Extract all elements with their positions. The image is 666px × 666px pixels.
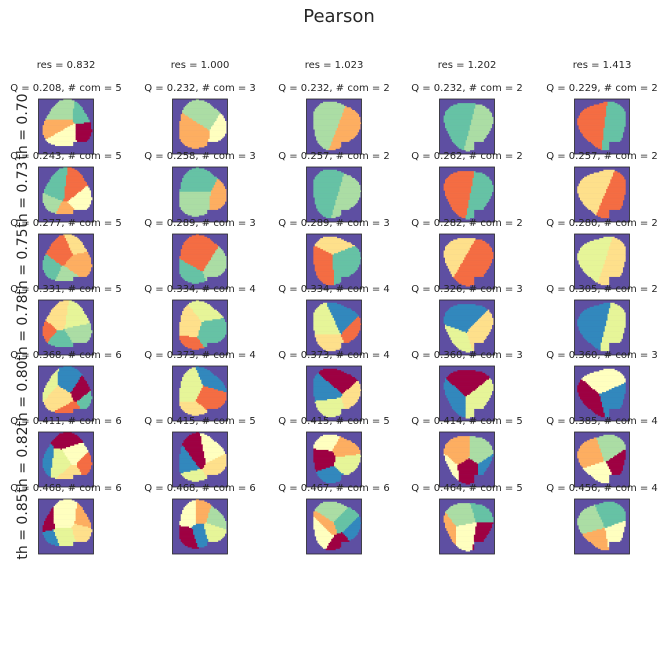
community-map: [38, 365, 94, 422]
panel-q-label: Q = 0.305, # com = 2: [546, 284, 658, 295]
panel-q-label: Q = 0.257, # com = 2: [278, 151, 390, 162]
community-map: [172, 498, 228, 555]
community-map: [172, 365, 228, 422]
community-map: [38, 98, 94, 155]
community-map: [439, 498, 495, 555]
panel-q-label: Q = 0.334, # com = 4: [144, 284, 256, 295]
community-map: [574, 365, 630, 422]
community-map: [38, 498, 94, 555]
community-map: [574, 233, 630, 290]
community-map: [172, 98, 228, 155]
panel-q-label: Q = 0.360, # com = 3: [546, 350, 658, 361]
community-map: [172, 299, 228, 356]
panel-q-label: Q = 0.468, # com = 6: [10, 483, 122, 494]
community-map: [574, 98, 630, 155]
panel-q-label: Q = 0.468, # com = 6: [144, 483, 256, 494]
community-map: [439, 299, 495, 356]
th-label: th = 0.75: [15, 228, 31, 294]
panel-q-label: Q = 0.368, # com = 6: [10, 350, 122, 361]
community-map: [38, 233, 94, 290]
th-label: th = 0.82: [15, 426, 31, 492]
panel-q-label: Q = 0.456, # com = 4: [546, 483, 658, 494]
panel-q-label: Q = 0.243, # com = 5: [10, 151, 122, 162]
panel-q-label: Q = 0.282, # com = 2: [411, 218, 523, 229]
community-map: [172, 233, 228, 290]
panel-q-label: Q = 0.373, # com = 4: [278, 350, 390, 361]
panel-q-label: Q = 0.277, # com = 5: [10, 218, 122, 229]
panel-q-label: Q = 0.258, # com = 3: [144, 151, 256, 162]
community-map: [38, 166, 94, 223]
res-label: res = 1.000: [171, 60, 230, 71]
th-label: th = 0.85: [15, 493, 31, 559]
res-label: res = 0.832: [37, 60, 96, 71]
panels-grid: Q = 0.208, # com = 5 Q = 0.232, # com = 3…: [10, 83, 658, 555]
panel-q-label: Q = 0.373, # com = 4: [144, 350, 256, 361]
panel-q-label: Q = 0.232, # com = 2: [278, 83, 390, 94]
community-map: [306, 233, 362, 290]
community-map: [306, 498, 362, 555]
panel-q-label: Q = 0.208, # com = 5: [10, 83, 122, 94]
community-map: [439, 98, 495, 155]
res-label: res = 1.202: [438, 60, 497, 71]
column-labels: res = 0.832 res = 1.000 res = 1.023 res = 1…: [37, 60, 632, 71]
th-label: th = 0.80: [15, 360, 31, 426]
panel-q-label: Q = 0.326, # com = 3: [411, 284, 523, 295]
panel-q-label: Q = 0.415, # com = 5: [278, 416, 390, 427]
th-label: th = 0.70: [15, 93, 31, 159]
panel-q-label: Q = 0.289, # com = 3: [144, 218, 256, 229]
panel-q-label: Q = 0.415, # com = 5: [144, 416, 256, 427]
community-map: [306, 98, 362, 155]
panel-q-label: Q = 0.411, # com = 6: [10, 416, 122, 427]
community-map: [172, 431, 228, 488]
panel-q-label: Q = 0.289, # com = 3: [278, 218, 390, 229]
th-label: th = 0.73: [15, 161, 31, 227]
panel-q-label: Q = 0.467, # com = 6: [278, 483, 390, 494]
panel-q-label: Q = 0.414, # com = 5: [411, 416, 523, 427]
community-map: [439, 431, 495, 488]
community-map: [306, 431, 362, 488]
community-map: [306, 299, 362, 356]
figure-title: Pearson: [303, 6, 375, 27]
community-map: [574, 299, 630, 356]
community-map: [38, 299, 94, 356]
community-map: [574, 431, 630, 488]
panel-q-label: Q = 0.229, # com = 2: [546, 83, 658, 94]
panel-q-label: Q = 0.464, # com = 5: [411, 483, 523, 494]
panel-q-label: Q = 0.232, # com = 2: [411, 83, 523, 94]
community-map: [38, 431, 94, 488]
community-map: [574, 498, 630, 555]
panel-q-label: Q = 0.331, # com = 5: [10, 284, 122, 295]
panel-q-label: Q = 0.232, # com = 3: [144, 83, 256, 94]
community-map: [439, 233, 495, 290]
panel-q-label: Q = 0.262, # com = 2: [411, 151, 523, 162]
community-map: [306, 166, 362, 223]
panel-q-label: Q = 0.385, # com = 4: [546, 416, 658, 427]
panel-q-label: Q = 0.280, # com = 2: [546, 218, 658, 229]
res-label: res = 1.023: [305, 60, 364, 71]
community-map: [439, 166, 495, 223]
panel-q-label: Q = 0.257, # com = 2: [546, 151, 658, 162]
community-map: [574, 166, 630, 223]
res-label: res = 1.413: [573, 60, 632, 71]
community-map: [172, 166, 228, 223]
panel-q-label: Q = 0.360, # com = 3: [411, 350, 523, 361]
th-label: th = 0.78: [15, 294, 31, 360]
community-map: [439, 365, 495, 422]
panel-q-label: Q = 0.334, # com = 4: [278, 284, 390, 295]
community-map: [306, 365, 362, 422]
